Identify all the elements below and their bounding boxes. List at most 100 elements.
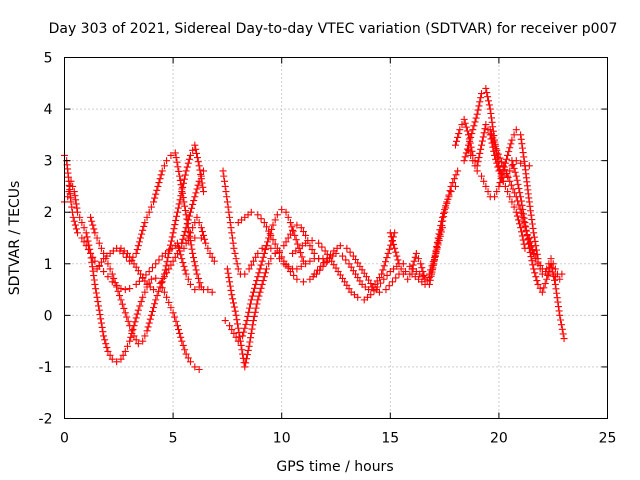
data-point-fill	[184, 159, 192, 167]
data-point-fill	[282, 238, 290, 246]
data-point-fill	[554, 270, 562, 278]
data-point	[191, 234, 199, 242]
data-point-fill	[254, 273, 262, 281]
data-point-fill	[180, 175, 188, 183]
data-point-fill	[271, 216, 279, 224]
data-point-fill	[223, 193, 231, 201]
data-point-fill	[97, 319, 105, 327]
data-point-fill	[406, 270, 414, 278]
data-point-fill	[532, 273, 540, 281]
data-point	[186, 358, 194, 366]
data-point	[232, 311, 240, 319]
x-tick-label: 25	[599, 431, 617, 447]
data-point-fill	[385, 282, 393, 290]
data-point-fill	[268, 225, 276, 233]
data-point-fill	[255, 292, 263, 300]
data-point	[252, 280, 260, 288]
data-point	[508, 157, 516, 165]
data-point-fill	[497, 175, 505, 183]
data-point	[139, 337, 147, 345]
data-point-fill	[148, 264, 156, 272]
data-point	[69, 213, 77, 221]
data-point-fill	[190, 254, 198, 262]
series-t10	[223, 221, 323, 371]
data-point-fill	[72, 196, 80, 204]
data-point-fill	[184, 216, 192, 224]
series-t5	[117, 141, 208, 294]
data-point-fill	[70, 217, 78, 225]
data-point-fill	[269, 236, 277, 244]
data-point	[443, 198, 451, 206]
data-point-fill	[262, 223, 270, 231]
data-point-fill	[505, 148, 513, 156]
data-point	[178, 188, 186, 196]
data-point-fill	[93, 293, 101, 301]
data-point-fill	[84, 237, 92, 245]
data-point	[464, 146, 472, 154]
data-point-fill	[162, 262, 170, 270]
data-point-fill	[554, 298, 562, 306]
data-point-fill	[110, 274, 118, 282]
y-tick-label: 1	[44, 257, 53, 273]
data-point-fill	[442, 202, 450, 210]
data-point	[291, 231, 299, 239]
data-point-fill	[509, 161, 517, 169]
data-point-fill	[479, 133, 487, 141]
data-point	[258, 280, 266, 288]
data-point-fill	[184, 354, 192, 362]
data-point-fill	[463, 145, 471, 153]
data-point-fill	[89, 221, 97, 229]
data-point-fill	[288, 223, 296, 231]
data-point-fill	[252, 253, 260, 261]
data-point	[126, 337, 134, 345]
data-point	[551, 265, 559, 273]
data-point-fill	[554, 303, 562, 311]
data-point	[447, 188, 455, 196]
data-point	[254, 296, 262, 304]
data-point-fill	[409, 261, 417, 269]
data-point-fill	[171, 253, 179, 261]
data-point-fill	[176, 329, 184, 337]
data-point	[547, 255, 555, 263]
data-point	[438, 213, 446, 221]
data-point	[178, 255, 186, 263]
data-point-fill	[397, 265, 405, 273]
data-point-fill	[181, 206, 189, 214]
data-point	[143, 327, 151, 335]
data-point-fill	[132, 314, 140, 322]
data-point	[525, 234, 533, 242]
data-point-fill	[529, 261, 537, 269]
data-point-fill	[244, 312, 252, 320]
data-point	[156, 283, 164, 291]
data-point-fill	[284, 213, 292, 221]
data-point	[469, 157, 477, 165]
data-point	[506, 177, 514, 185]
data-point	[167, 151, 175, 159]
data-point	[189, 224, 197, 232]
series-t9	[221, 206, 307, 345]
data-point-fill	[251, 308, 259, 316]
data-point-fill	[231, 249, 239, 257]
data-point-fill	[257, 215, 265, 223]
data-point	[108, 355, 116, 363]
data-point-fill	[264, 238, 272, 246]
data-point-fill	[181, 346, 189, 354]
data-point	[504, 188, 512, 196]
data-point-fill	[143, 213, 151, 221]
data-point-fill	[150, 304, 158, 312]
data-point	[206, 249, 214, 257]
data-point-fill	[193, 149, 201, 157]
data-point-fill	[191, 262, 199, 270]
data-point-fill	[134, 242, 142, 250]
data-point	[530, 229, 538, 237]
data-point	[150, 198, 158, 206]
data-point-fill	[111, 279, 119, 287]
data-point-fill	[90, 276, 98, 284]
data-point-fill	[168, 233, 176, 241]
data-point-fill	[227, 286, 235, 294]
data-point-fill	[246, 300, 254, 308]
data-point-fill	[558, 325, 566, 333]
data-point	[297, 224, 305, 232]
data-point	[186, 208, 194, 216]
